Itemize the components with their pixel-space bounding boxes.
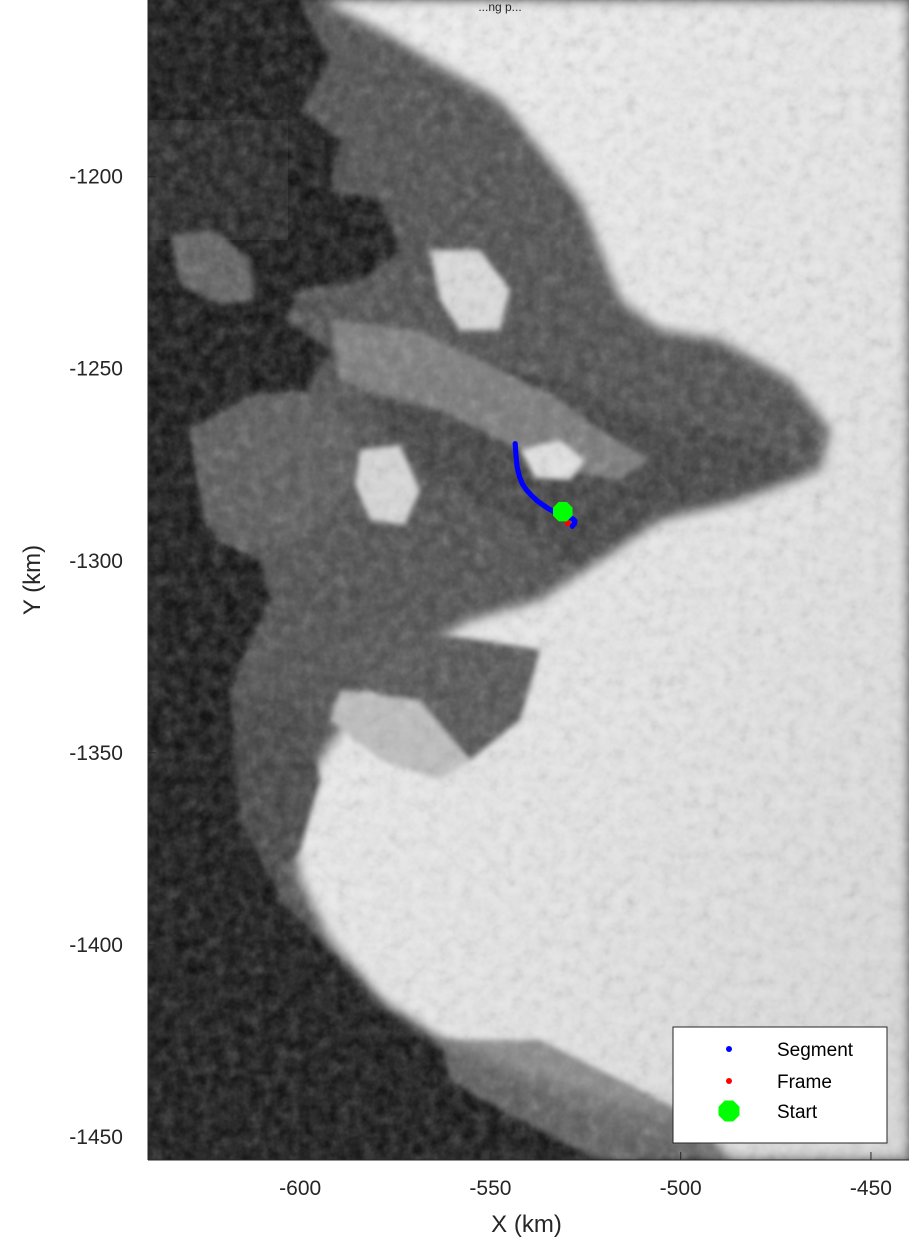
legend-marker-segment: [726, 1046, 732, 1052]
x-tick-label: -450: [850, 1177, 892, 1200]
legend-label-frame: Frame: [777, 1072, 832, 1093]
start-point: [553, 501, 573, 522]
legend-label-start: Start: [777, 1102, 818, 1123]
figure-title: ...ng p...: [478, 0, 521, 14]
y-tick-label: -1450: [69, 1126, 123, 1149]
y-tick-label: -1350: [69, 742, 123, 765]
frame-point: [564, 520, 571, 527]
y-tick-label: -1250: [69, 358, 123, 381]
segment-point: [569, 523, 575, 529]
y-tick-label: -1300: [69, 550, 123, 573]
y-tick-label: -1400: [69, 934, 123, 957]
legend[interactable]: Segment Frame Start: [672, 1026, 888, 1144]
legend-marker-frame: [726, 1078, 732, 1084]
legend-box: [672, 1026, 888, 1144]
x-tick-label: -550: [469, 1177, 511, 1200]
legend-entry-segment: Segment: [726, 1040, 854, 1061]
y-tick-label: -1200: [69, 166, 123, 189]
legend-entry-start: Start: [718, 1100, 818, 1123]
axes: -600 -550 -500 -450 -1200 -1250 -1300 -1350 -140…: [19, 0, 909, 1238]
x-tick-label: -500: [660, 1177, 702, 1200]
satellite-background: [148, 0, 909, 1160]
x-axis-label: X (km): [491, 1211, 562, 1238]
chart-marks: [512, 441, 578, 529]
x-tick-label: -600: [279, 1177, 321, 1200]
legend-entry-frame: Frame: [726, 1072, 832, 1093]
texture-grain: [148, 0, 909, 1160]
legend-marker-start: [718, 1100, 740, 1122]
legend-label-segment: Segment: [777, 1040, 854, 1061]
y-axis-label: Y (km): [19, 545, 46, 615]
